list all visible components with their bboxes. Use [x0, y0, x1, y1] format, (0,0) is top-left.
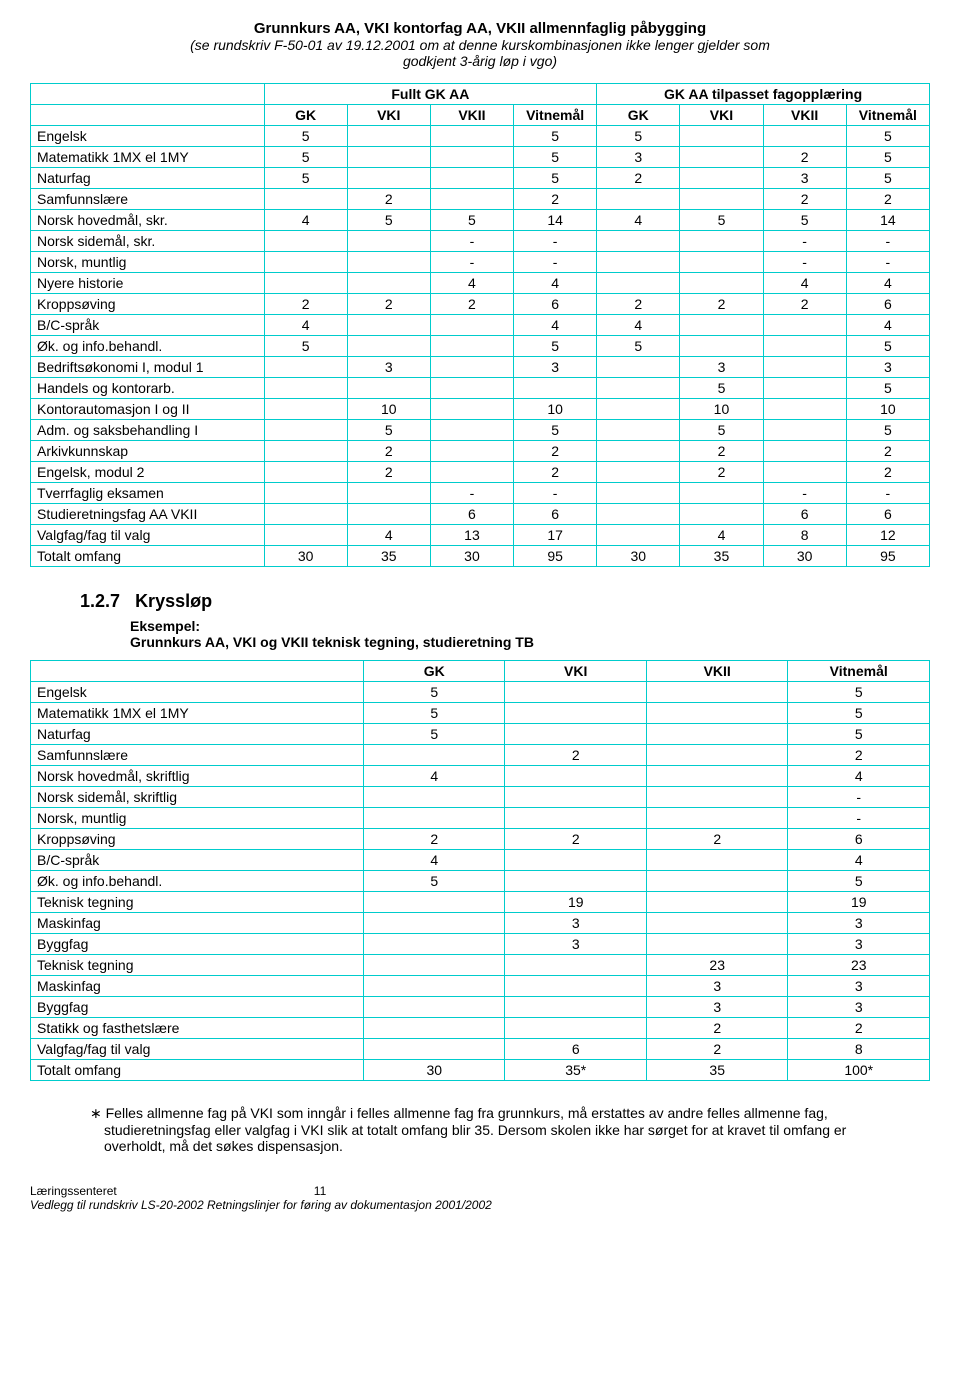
section-title: Kryssløp	[135, 591, 212, 611]
page-footer: Læringssenteret 11 Vedlegg til rundskriv…	[30, 1184, 930, 1212]
section-number: 1.2.7	[80, 591, 120, 611]
page-number: 11	[117, 1184, 524, 1198]
section-heading: 1.2.7 Kryssløp	[80, 591, 930, 612]
footnote: ∗ Felles allmenne fag på VKI som inngår …	[90, 1105, 900, 1154]
example-label: Eksempel:	[130, 618, 930, 634]
subtitle-line2: godkjent 3-årig løp i vgo)	[403, 53, 557, 69]
table-1: Fullt GK AAGK AA tilpasset fagopplæringG…	[30, 83, 930, 567]
example-subtitle: Grunnkurs AA, VKI og VKII teknisk tegnin…	[130, 634, 930, 650]
subtitle-line1: (se rundskriv F-50-01 av 19.12.2001 om a…	[190, 37, 770, 53]
footer-org: Læringssenteret	[30, 1184, 117, 1198]
footer-doc-ref-text: Vedlegg til rundskriv LS-20-2002 Retning…	[30, 1198, 492, 1212]
page-title: Grunnkurs AA, VKI kontorfag AA, VKII all…	[30, 20, 930, 37]
page-subtitle: (se rundskriv F-50-01 av 19.12.2001 om a…	[30, 37, 930, 69]
footer-doc-ref: Vedlegg til rundskriv LS-20-2002 Retning…	[30, 1198, 930, 1212]
table-2: GKVKIVKIIVitnemålEngelsk55Matematikk 1MX…	[30, 660, 930, 1081]
